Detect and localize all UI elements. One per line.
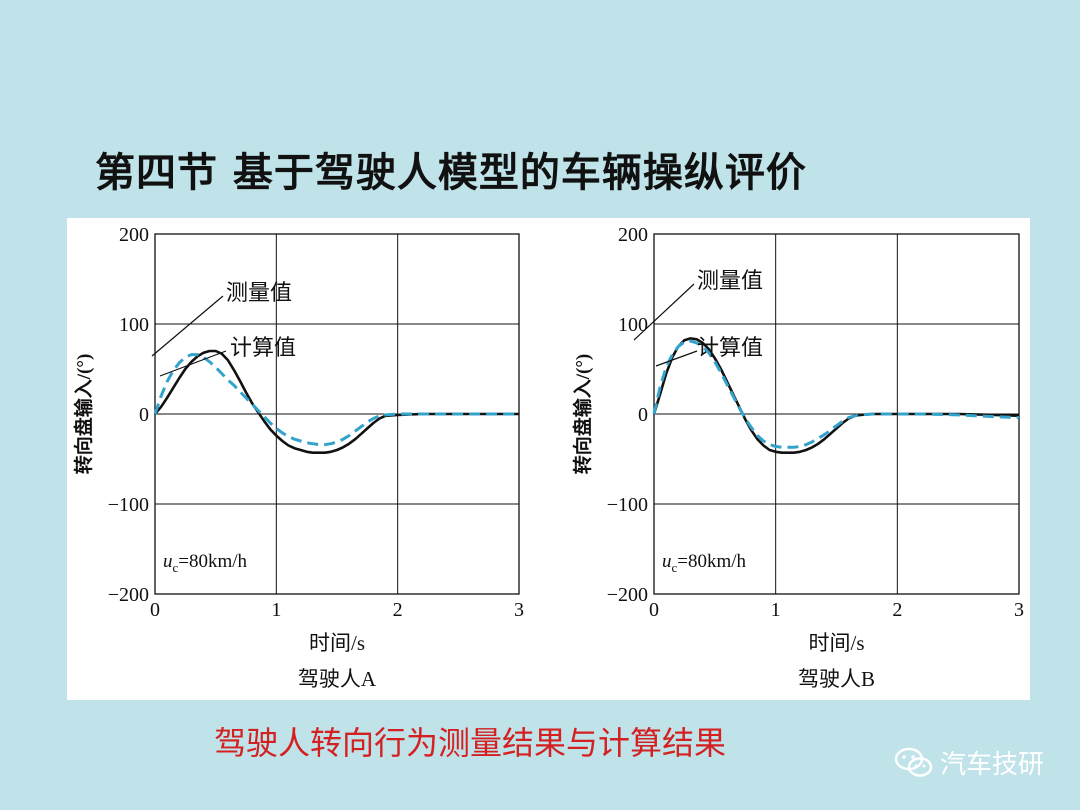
annotation-measured: 测量值 xyxy=(226,280,292,305)
y-tick-label: −100 xyxy=(108,494,149,516)
y-tick-label: −100 xyxy=(607,494,648,516)
watermark: 汽车技研 xyxy=(894,744,1044,781)
watermark-text: 汽车技研 xyxy=(939,750,1044,780)
chart-driver-a: 0 1 2 3 200 100 0 −100 −200 转向盘输入/(°) 时间/s 驾驶人A uc=8… xyxy=(72,224,524,691)
annotation-calculated: 计算值 xyxy=(230,335,296,360)
y-tick-label: −200 xyxy=(607,584,648,606)
charts-svg: 0 1 2 32001000−100−200转向盘输入/(°)时间/s驾驶人Auc=8… xyxy=(72,224,1024,691)
y-tick-label: 200 xyxy=(119,224,149,246)
y-axis-label: 转向盘输入/(°) xyxy=(571,354,594,475)
x-axis-label: 时间/s xyxy=(309,631,365,655)
leader-line-calculated xyxy=(159,350,227,377)
annotation-calculated: 计算值 xyxy=(697,335,763,360)
figure-panel: 0 1 2 3 200 100 0 −100 −200 转向盘输入/(°) 时间/s 驾驶人A uc=8… xyxy=(67,218,1030,700)
x-tick-label: 2 xyxy=(393,599,403,621)
figure-caption: 驾驶人转向行为测量结果与计算结果 xyxy=(213,724,726,762)
y-tick-label: 0 xyxy=(139,404,149,426)
series-line-calculated xyxy=(652,339,1020,449)
slide-title: 第四节 基于驾驶人模型的车辆操纵评价 xyxy=(95,150,807,196)
chart-driver-b: 0 1 2 3 200 100 0 −100 −200 转向盘输入/(°) 时间/s 驾驶人B uc=8… xyxy=(571,224,1024,691)
speed-annotation: uc=80km/h xyxy=(662,551,747,575)
speed-annotation: uc=80km/h xyxy=(163,551,248,575)
chart-subtitle: 驾驶人A xyxy=(298,667,377,691)
wechat-icon xyxy=(894,747,933,777)
y-tick-label: 100 xyxy=(119,314,149,336)
chart-subtitle: 驾驶人B xyxy=(798,667,875,691)
series-line-measured xyxy=(154,349,519,454)
y-tick-label: −200 xyxy=(108,584,149,606)
leader-line-measured xyxy=(633,283,695,341)
y-tick-label: 0 xyxy=(638,404,648,426)
annotation-measured: 测量值 xyxy=(697,268,763,293)
y-tick-label: 200 xyxy=(618,224,648,246)
x-tick-label: 1 xyxy=(271,599,281,621)
leader-line-measured xyxy=(151,295,224,357)
x-tick-label: 3 xyxy=(514,599,524,621)
x-tick-label: 1 xyxy=(771,599,781,621)
leader-line-calculated xyxy=(655,350,698,367)
series-line-calculated xyxy=(153,353,519,447)
y-axis-label: 转向盘输入/(°) xyxy=(72,354,95,475)
y-tick-label: 100 xyxy=(618,314,648,336)
x-tick-label: 2 xyxy=(892,599,902,621)
x-axis-label: 时间/s xyxy=(808,631,864,655)
x-tick-label: 0 xyxy=(649,599,659,621)
x-tick-label: 0 xyxy=(150,599,160,621)
x-tick-label: 3 xyxy=(1014,599,1024,621)
